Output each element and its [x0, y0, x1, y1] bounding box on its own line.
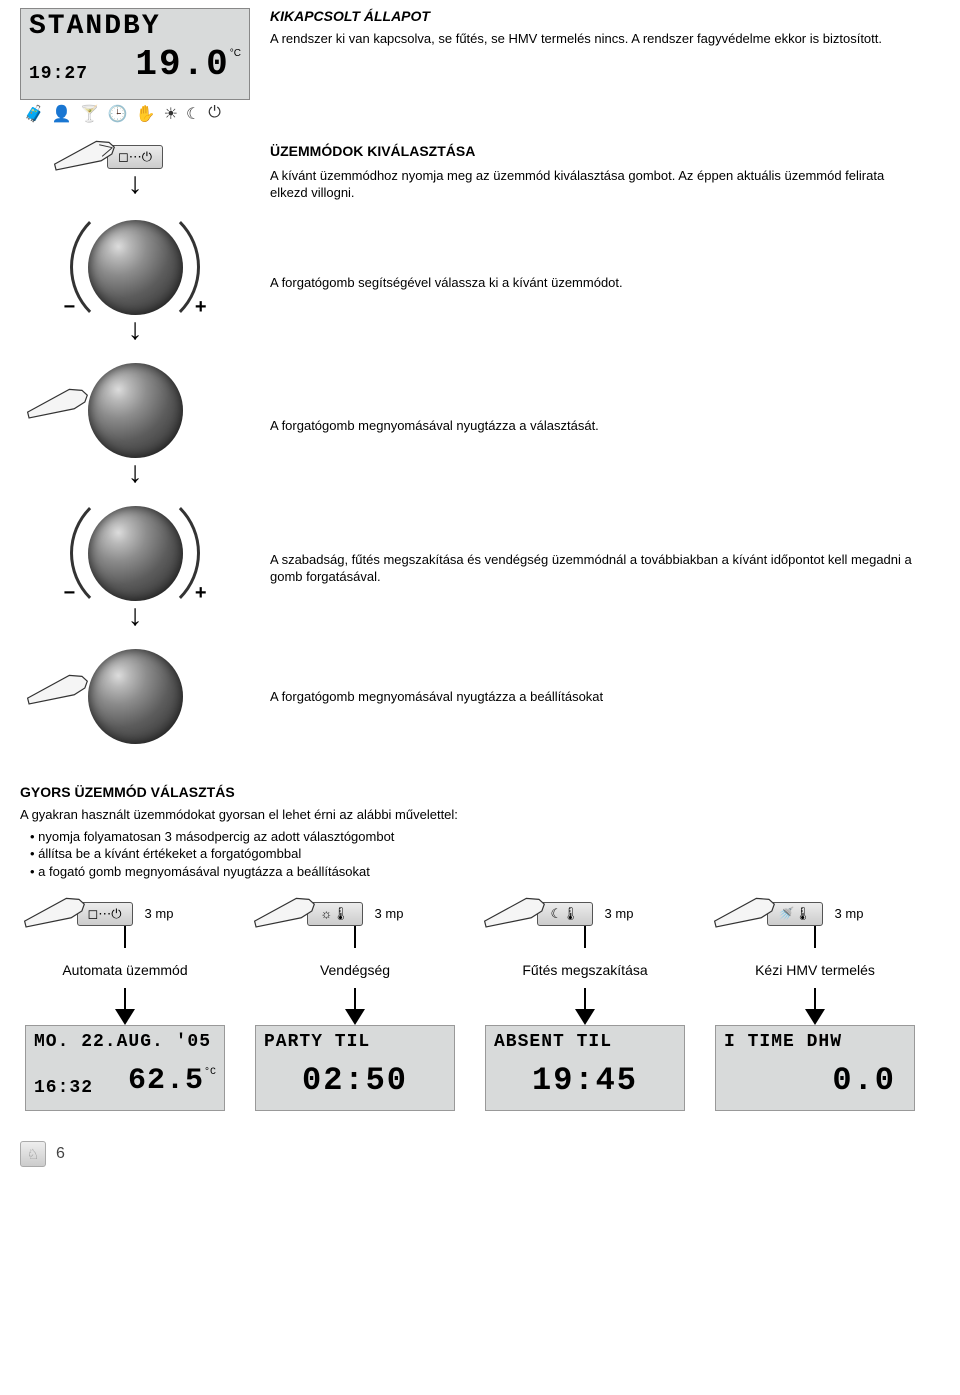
lcd-standby-text: STANDBY — [29, 13, 161, 41]
press-button-graphic: ◻⋯⏻ — [77, 902, 133, 926]
lcd-screen: STANDBY 19:27 19.0°C — [20, 8, 250, 100]
pointing-hand-icon — [247, 881, 334, 939]
lcd-time: 16:32 — [34, 1078, 93, 1098]
icon-strip: 🧳 👤 🍸 🕒 ✋ ☀ ☾ ⏻ — [20, 104, 250, 124]
press-button-graphic: ☼🌡 — [307, 902, 363, 926]
page-number: 6 — [56, 1145, 65, 1163]
rotate-knob-graphic: − + — [88, 220, 183, 315]
gyors-bullet-2: állítsa be a kívánt értékeket a forgatóg… — [30, 845, 920, 863]
lcd-line1: PARTY TIL — [264, 1032, 446, 1052]
hand-icon: ✋ — [136, 104, 156, 124]
lcd-unit: °C — [204, 1067, 216, 1078]
gyors-bullet-1: nyomja folyamatosan 3 másodpercig az ado… — [30, 828, 920, 846]
press-knob-graphic — [88, 649, 183, 744]
mode-label-vendegseg: Vendégség — [320, 962, 390, 978]
modeselect-text: A kívánt üzemmódhoz nyomja meg az üzemmó… — [270, 167, 920, 202]
lcd-time: 19:27 — [29, 65, 88, 83]
person-icon: 👤 — [52, 104, 72, 124]
knob-icon[interactable] — [88, 363, 183, 458]
duration-label: 3 mp — [835, 905, 864, 923]
lcd-absent: ABSENT TIL 19:45 — [485, 1025, 685, 1111]
power-icon: ⏻ — [208, 104, 221, 124]
knob-icon[interactable] — [88, 649, 183, 744]
moon-icon: ☾ — [186, 104, 200, 124]
arrow-down-icon — [115, 1009, 135, 1025]
sun-icon: ☀ — [164, 104, 178, 124]
minus-label: − — [64, 296, 76, 319]
mode-label-automata: Automata üzemmód — [62, 962, 187, 978]
lcd-line1: ABSENT TIL — [494, 1032, 676, 1052]
arrow-down-icon — [345, 1009, 365, 1025]
rotate-knob-graphic: − + — [88, 506, 183, 601]
press-mode-button-graphic: ◻⋯⏻ — [107, 145, 163, 169]
suitcase-icon: 🧳 — [24, 104, 44, 124]
lcd-value: 0.0 — [724, 1062, 906, 1099]
press-knob-graphic — [88, 363, 183, 458]
arrow-down-icon: ↓ — [128, 464, 143, 482]
minus-label: − — [64, 582, 76, 605]
step4-text: A forgatógomb megnyomásával nyugtázza a … — [270, 688, 920, 706]
gyors-title: GYORS ÜZEMMÓD VÁLASZTÁS — [20, 784, 920, 800]
lcd-unit: °C — [230, 48, 241, 59]
arrow-down-icon: ↓ — [128, 175, 143, 193]
page-footer: ♘ 6 — [20, 1141, 920, 1167]
step1-text: A forgatógomb segítségével válassza ki a… — [270, 274, 920, 292]
step3-text: A szabadság, fűtés megszakítása és vendé… — [270, 551, 920, 586]
standby-lcd-panel: STANDBY 19:27 19.0°C 🧳 👤 🍸 🕒 ✋ ☀ ☾ ⏻ — [20, 8, 250, 124]
lcd-value: 19:45 — [494, 1062, 676, 1099]
plus-label: + — [195, 582, 207, 605]
glass-icon: 🍸 — [80, 104, 100, 124]
lcd-line1: MO. 22.AUG. '05 — [34, 1032, 216, 1052]
duration-label: 3 mp — [375, 905, 404, 923]
knob-icon[interactable] — [88, 506, 183, 601]
standby-title: KIKAPCSOLT ÁLLAPOT — [270, 8, 920, 24]
press-button-graphic: 🚿🌡 — [767, 902, 823, 926]
quickmode-hmv: 🚿🌡 3 mp Kézi HMV termelés I TIME DHW 0.0 — [710, 902, 920, 1111]
duration-label: 3 mp — [605, 905, 634, 923]
quickmode-automata: ◻⋯⏻ 3 mp Automata üzemmód MO. 22.AUG. '0… — [20, 902, 230, 1111]
lcd-line1: I TIME DHW — [724, 1032, 906, 1052]
mode-label-futes: Fűtés megszakítása — [522, 962, 647, 978]
standby-text: A rendszer ki van kapcsolva, se fűtés, s… — [270, 30, 920, 48]
quickmode-futes: ☾🌡 3 mp Fűtés megszakítása ABSENT TIL 19… — [480, 902, 690, 1111]
footer-logo-icon: ♘ — [20, 1141, 46, 1167]
pointing-hand-icon — [17, 881, 104, 939]
clock-icon: 🕒 — [108, 104, 128, 124]
plus-label: + — [195, 296, 207, 319]
gyors-list: nyomja folyamatosan 3 másodpercig az ado… — [20, 828, 920, 881]
lcd-temp: 19.0 — [135, 44, 229, 85]
gyors-intro: A gyakran használt üzemmódokat gyorsan e… — [20, 806, 920, 824]
modeselect-title: ÜZEMMÓDOK KIVÁLASZTÁSA — [270, 142, 920, 161]
pointing-hand-icon — [707, 881, 794, 939]
lcd-automata: MO. 22.AUG. '05 16:32 62.5°C — [25, 1025, 225, 1111]
pointing-hand-icon — [47, 124, 134, 182]
arrow-down-icon — [575, 1009, 595, 1025]
quickmode-vendegseg: ☼🌡 3 mp Vendégség PARTY TIL 02:50 — [250, 902, 460, 1111]
pS. pointing-hand-icon — [477, 881, 564, 939]
duration-label: 3 mp — [145, 905, 174, 923]
lcd-value: 02:50 — [264, 1062, 446, 1099]
gyors-bullet-3: a fogató gomb megnyomásával nyugtázza a … — [30, 863, 920, 881]
lcd-party: PARTY TIL 02:50 — [255, 1025, 455, 1111]
mode-label-hmv: Kézi HMV termelés — [755, 962, 875, 978]
press-button-graphic: ☾🌡 — [537, 902, 593, 926]
step2-text: A forgatógomb megnyomásával nyugtázza a … — [270, 417, 920, 435]
lcd-value: 62.5 — [128, 1064, 204, 1098]
lcd-dhw: I TIME DHW 0.0 — [715, 1025, 915, 1111]
knob-icon[interactable] — [88, 220, 183, 315]
arrow-down-icon — [805, 1009, 825, 1025]
